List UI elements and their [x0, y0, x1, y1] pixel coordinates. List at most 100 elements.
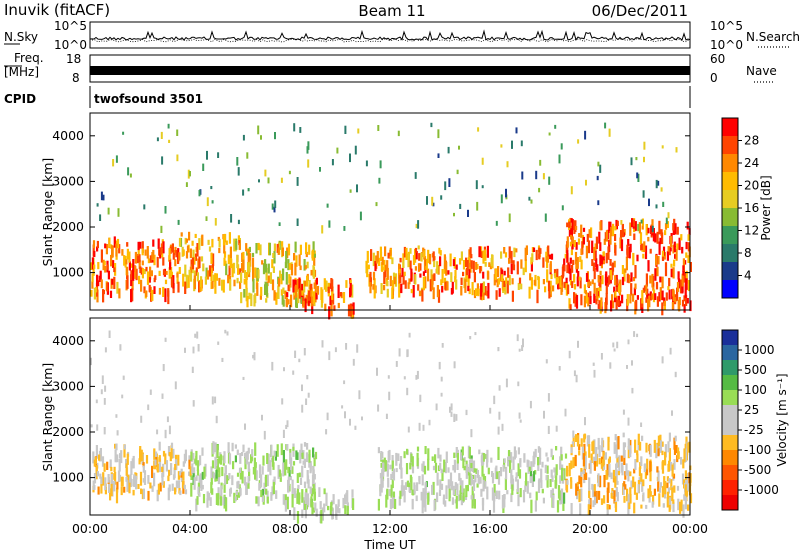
- power-cell: [584, 130, 587, 140]
- power-cell: [470, 260, 473, 269]
- power-cell: [306, 275, 309, 287]
- power-cell: [380, 283, 383, 294]
- velocity-cell: [418, 476, 421, 481]
- velocity-cell: [442, 497, 445, 504]
- power-cell: [497, 266, 500, 278]
- power-cell: [98, 275, 101, 282]
- power-cell: [642, 287, 645, 293]
- velocity-cell: [598, 458, 601, 465]
- velocity-cell: [623, 481, 626, 487]
- power-cell: [643, 156, 645, 163]
- power-cell: [109, 290, 113, 298]
- power-cell: [681, 299, 685, 307]
- velocity-cell: [689, 473, 692, 483]
- velocity-cell: [445, 451, 448, 463]
- power-cell: [677, 299, 680, 311]
- velocity-cell: [644, 470, 647, 479]
- velocity-cell: [123, 444, 126, 450]
- power-cell: [497, 278, 500, 285]
- power-cell: [669, 247, 672, 252]
- power-cell: [614, 226, 617, 231]
- velocity-cell: [196, 460, 199, 471]
- velocity-cell: [524, 485, 527, 492]
- velocity-cell: [495, 490, 498, 499]
- power-cell: [418, 253, 421, 261]
- power-cell: [169, 262, 172, 270]
- power-cell: [145, 290, 148, 297]
- velocity-cell: [411, 466, 415, 474]
- velocity-cell: [470, 429, 473, 438]
- power-cell: [156, 137, 159, 142]
- velocity-cell: [667, 487, 670, 494]
- power-cell: [661, 290, 664, 301]
- velocity-cell: [380, 451, 383, 461]
- velocity-cell: [174, 487, 177, 495]
- power-cell: [304, 298, 307, 313]
- power-cell: [308, 290, 311, 301]
- velocity-cell: [631, 387, 634, 394]
- power-cell: [593, 246, 596, 261]
- power-cell: [296, 284, 299, 292]
- velocity-cell: [304, 492, 307, 504]
- velocity-cell: [472, 479, 476, 491]
- power-cell: [573, 292, 576, 304]
- velocity-cell: [462, 458, 465, 469]
- power-cell: [644, 245, 648, 260]
- power-cell: [167, 290, 170, 305]
- velocity-cell: [229, 488, 232, 497]
- velocity-cell: [540, 468, 543, 482]
- velocity-cell: [522, 489, 526, 503]
- power-cell: [130, 289, 133, 303]
- velocity-cell: [554, 468, 557, 476]
- velocity-cell: [507, 456, 510, 467]
- power-cell: [595, 258, 598, 268]
- power-cell: [161, 248, 164, 258]
- velocity-cell: [270, 492, 273, 501]
- power-cell: [211, 200, 214, 204]
- velocity-cell: [528, 466, 531, 472]
- power-cell: [141, 248, 144, 256]
- power-cell: [157, 238, 160, 249]
- power-cell: [138, 275, 141, 285]
- velocity-cell: [162, 450, 166, 457]
- power-cell: [494, 268, 497, 280]
- velocity-cell: [617, 471, 620, 476]
- velocity-cell: [478, 449, 481, 455]
- power-cell: [637, 223, 640, 232]
- velocity-cell: [352, 498, 355, 510]
- power-cell: [687, 234, 690, 241]
- power-cell: [144, 249, 147, 256]
- velocity-cell: [608, 463, 611, 478]
- power-cell: [658, 292, 661, 302]
- velocity-cell: [436, 492, 439, 503]
- power-cell: [651, 293, 654, 300]
- power-colorbar-segment: [722, 262, 738, 281]
- velocity-cell: [235, 490, 238, 495]
- power-cell: [630, 272, 633, 282]
- power-cell: [539, 159, 542, 166]
- power-cell: [365, 160, 368, 167]
- velocity-cell: [632, 476, 635, 488]
- power-cell: [469, 266, 472, 273]
- power-cell: [91, 257, 94, 270]
- velocity-cell: [241, 470, 244, 484]
- power-cell: [480, 283, 483, 297]
- velocity-cell: [164, 337, 167, 342]
- power-cell: [566, 236, 569, 248]
- velocity-cell: [92, 451, 95, 464]
- velocity-cell: [162, 481, 165, 488]
- velocity-cell: [623, 442, 627, 448]
- power-cell: [583, 284, 586, 294]
- power-cell: [594, 243, 597, 252]
- velocity-cell: [551, 455, 554, 460]
- power-cell: [571, 281, 574, 288]
- power-cell: [431, 279, 434, 290]
- power-cell: [287, 284, 290, 292]
- velocity-cell: [253, 457, 256, 470]
- power-cell: [403, 246, 406, 258]
- velocity-cell: [640, 473, 643, 482]
- power-cell: [100, 191, 103, 201]
- velocity-cell: [541, 461, 544, 468]
- velocity-cell: [672, 502, 675, 513]
- power-cell: [460, 286, 463, 296]
